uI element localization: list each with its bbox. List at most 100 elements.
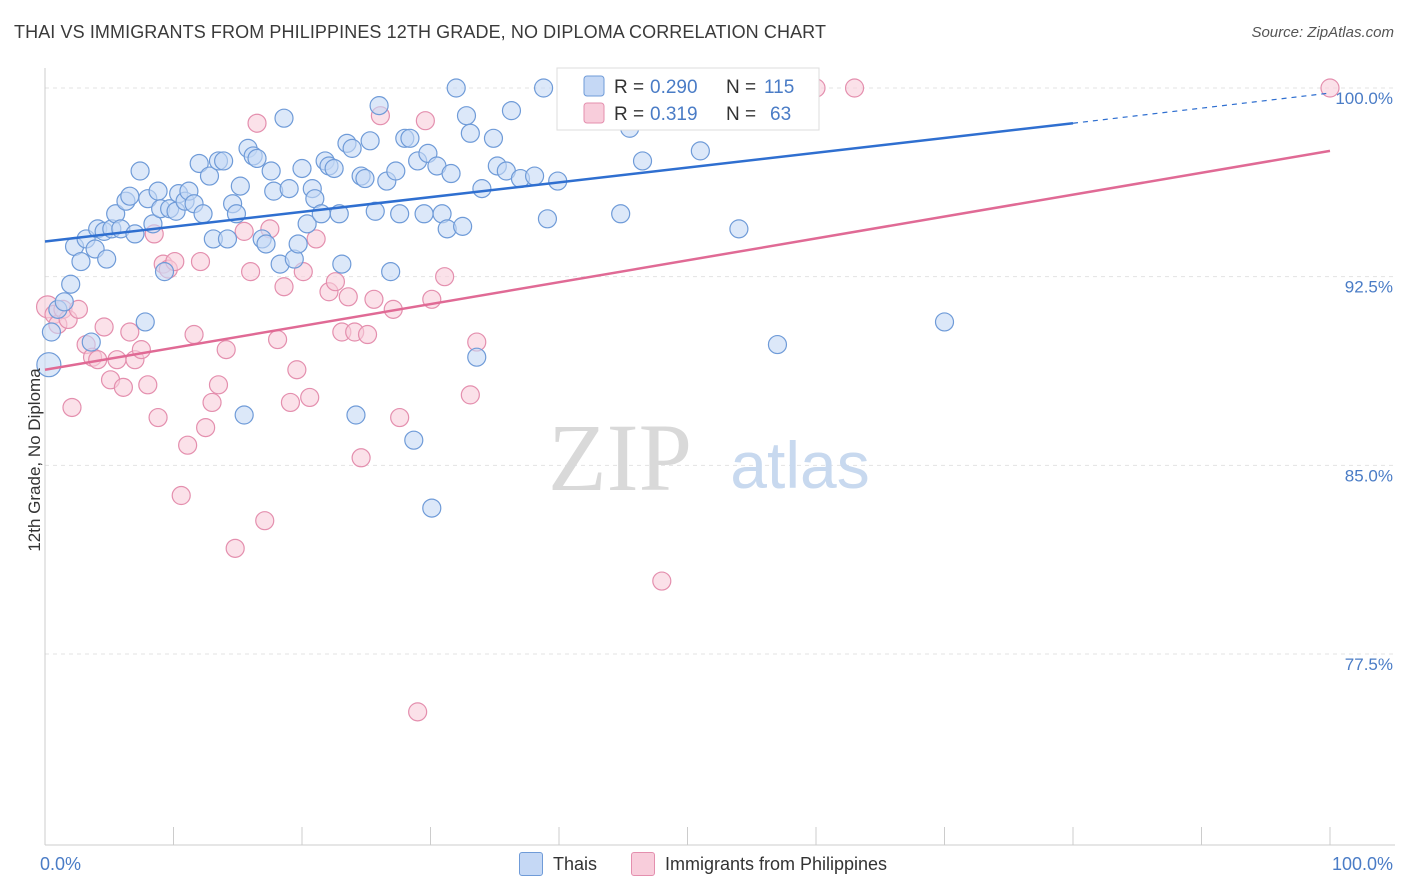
legend-swatch-philippines [630, 852, 655, 876]
watermark: ZIP atlas [548, 404, 870, 511]
thais-point-8 [81, 332, 101, 352]
legend-label-philippines: Immigrants from Philippines [664, 853, 888, 874]
series-philippines-points [35, 78, 1340, 722]
philippines-point-23 [171, 485, 191, 506]
grid-lines [45, 87, 1395, 655]
thais-point-41 [230, 176, 250, 196]
thais-point-55 [292, 158, 312, 179]
philippines-point-47 [338, 287, 358, 307]
thais-point-88 [446, 78, 466, 98]
thais-point-72 [369, 96, 389, 116]
philippines-point-63 [844, 78, 865, 98]
philippines-point-58 [460, 385, 480, 405]
philippines-point-40 [287, 360, 307, 380]
thais-point-18 [125, 224, 145, 244]
philippines-point-33 [241, 262, 261, 282]
trend-line-philippines [44, 149, 1331, 371]
philippines-point-61 [652, 571, 672, 591]
thais-point-17 [120, 186, 140, 206]
thais-point-0 [36, 352, 62, 378]
thais-point-100 [533, 78, 554, 98]
thais-point-56 [297, 214, 317, 234]
philippines-point-34 [247, 113, 267, 133]
stats-r-label-thais: R = [614, 77, 644, 98]
philippines-point-35 [255, 511, 275, 531]
y-tick-label-0: 100.0% [1335, 89, 1393, 108]
philippines-point-37 [267, 329, 288, 350]
thais-point-79 [404, 430, 424, 450]
thais-point-25 [154, 262, 175, 282]
thais-point-78 [400, 128, 420, 148]
axes [44, 68, 1395, 846]
stats-r-value-philippines: 0.319 [650, 104, 698, 125]
philippines-point-39 [280, 392, 301, 413]
philippines-point-26 [190, 251, 211, 272]
thais-point-87 [441, 163, 461, 184]
legend-item-thais[interactable]: Thais [518, 852, 597, 876]
stats-swatch-thais [583, 75, 605, 97]
thais-point-12 [97, 249, 117, 269]
thais-point-97 [501, 101, 522, 121]
thais-point-48 [261, 161, 281, 181]
stats-r-label-philippines: R = [614, 104, 644, 125]
thais-point-75 [386, 161, 406, 181]
thais-point-47 [256, 234, 276, 254]
thais-point-45 [247, 148, 267, 169]
thais-point-1 [41, 322, 62, 342]
stats-n-value-philippines: 63 [770, 104, 791, 125]
thais-point-52 [279, 179, 299, 199]
thais-point-99 [524, 166, 545, 186]
philippines-point-43 [306, 229, 326, 249]
stats-r-value-thais: 0.290 [650, 77, 698, 98]
philippines-point-24 [178, 435, 198, 455]
legend-swatch-thais [518, 852, 543, 876]
philippines-point-51 [364, 289, 384, 309]
philippines-point-17 [138, 375, 158, 395]
legend-item-philippines[interactable]: Immigrants from Philippines [630, 852, 888, 876]
philippines-point-14 [120, 322, 140, 342]
philippines-point-60 [408, 702, 428, 722]
legend-label-thais: Thais [552, 853, 597, 874]
philippines-point-50 [357, 324, 378, 345]
thais-point-69 [355, 168, 375, 189]
philippines-point-54 [390, 407, 410, 428]
philippines-point-29 [208, 375, 229, 395]
thais-point-4 [61, 274, 81, 294]
y-axis-label: 12th Grade, No Diploma [25, 368, 44, 552]
thais-point-20 [135, 312, 155, 332]
philippines-point-13 [113, 377, 133, 397]
philippines-point-55 [415, 111, 435, 131]
series-thais-points [36, 78, 955, 518]
philippines-point-16 [131, 340, 151, 360]
thais-point-23 [148, 181, 168, 201]
y-tick-labels: 100.0% 92.5% 85.0% 77.5% [1335, 89, 1393, 674]
thais-point-111 [690, 141, 710, 161]
thais-point-33 [193, 204, 213, 224]
stats-n-value-thais: 115 [764, 77, 794, 98]
thais-point-74 [381, 262, 401, 282]
philippines-point-45 [325, 272, 346, 292]
chart-source: Source: ZipAtlas.com [1251, 24, 1394, 41]
thais-point-113 [767, 334, 788, 355]
stats-box: R = 0.290 N = 115 R = 0.319 N = 63 [556, 67, 820, 131]
philippines-point-32 [234, 221, 254, 241]
thais-point-59 [311, 204, 331, 224]
thais-point-51 [274, 108, 294, 128]
thais-point-76 [390, 204, 410, 224]
thais-point-54 [288, 234, 308, 254]
thais-point-93 [472, 179, 492, 199]
thais-point-38 [217, 229, 238, 249]
thais-point-92 [467, 347, 487, 367]
philippines-point-42 [300, 387, 320, 408]
thais-point-34 [199, 166, 220, 186]
thais-point-81 [414, 204, 434, 224]
philippines-point-64 [1320, 78, 1340, 98]
thais-point-106 [611, 204, 631, 224]
thais-point-94 [483, 128, 504, 148]
watermark-atlas: atlas [730, 428, 869, 502]
thais-point-91 [460, 123, 480, 143]
thais-point-62 [324, 158, 344, 179]
chart-title: THAI VS IMMIGRANTS FROM PHILIPPINES 12TH… [14, 22, 827, 42]
watermark-zip: ZIP [548, 404, 692, 511]
